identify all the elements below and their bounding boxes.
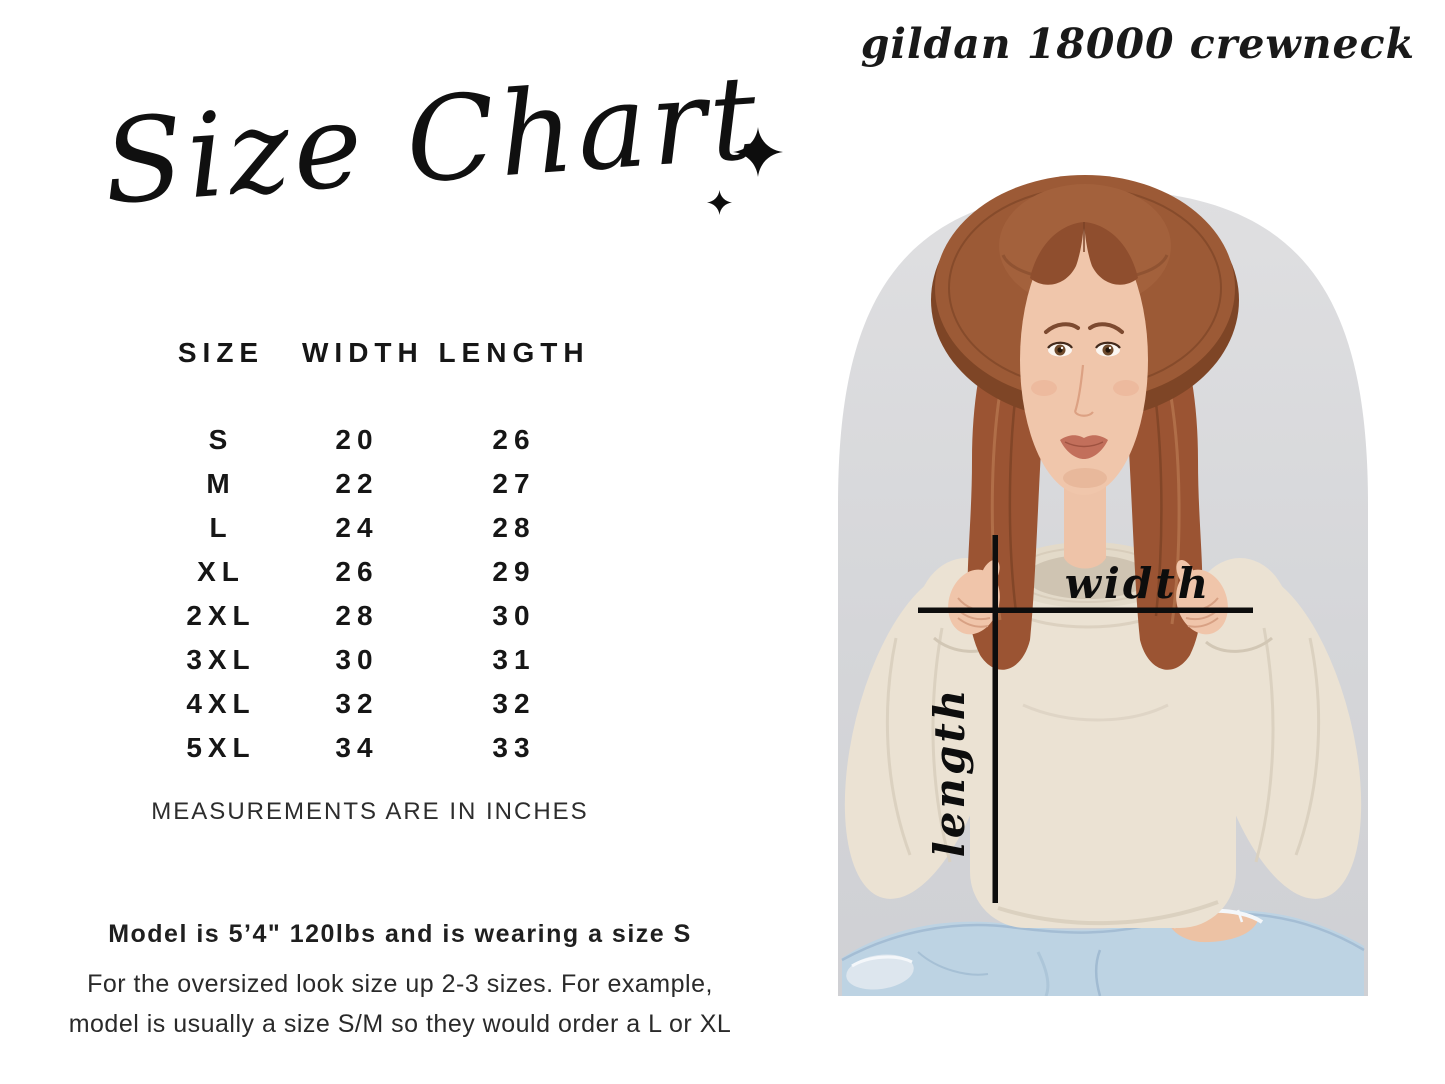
width-cell: 32 (335, 688, 379, 719)
width-label: width (1065, 559, 1211, 608)
model-info-line2: For the oversized look size up 2-3 sizes… (87, 970, 713, 998)
table-row: 5XL 34 33 (140, 726, 616, 770)
table-header-row: SIZE WIDTH LENGTH (140, 330, 616, 376)
size-cell: 4XL (186, 688, 256, 719)
measurement-annotations: width length (918, 535, 1253, 903)
brand-label: gildan 18000 crewneck (860, 20, 1415, 68)
sparkle-icon-small (707, 190, 732, 215)
table-header-length: LENGTH (438, 337, 590, 368)
table-header-size: SIZE (177, 337, 265, 368)
size-cell: 5XL (186, 732, 256, 763)
length-cell: 32 (492, 688, 536, 719)
width-line (918, 607, 1253, 613)
model-jeans (841, 908, 1365, 996)
width-cell: 28 (335, 600, 379, 631)
table-row: 4XL 32 32 (140, 682, 616, 726)
sparkle-icon (733, 127, 783, 177)
model-hands (948, 559, 1228, 635)
table-row: XL 26 29 (140, 550, 616, 594)
page-title: Size Chart (99, 50, 766, 231)
table-body: S 20 26 M 22 27 L 24 28 XL 26 29 2XL 28 (140, 418, 616, 770)
table-row: M 22 27 (140, 462, 616, 506)
width-cell: 22 (335, 468, 379, 499)
width-cell: 26 (335, 556, 379, 587)
length-cell: 29 (492, 556, 536, 587)
size-cell: 3XL (186, 644, 256, 675)
size-cell: 2XL (186, 600, 256, 631)
width-cell: 20 (335, 424, 379, 455)
table-row: 2XL 28 30 (140, 594, 616, 638)
size-cell: L (209, 512, 233, 543)
width-cell: 34 (335, 732, 379, 763)
table-header-width: WIDTH (302, 337, 424, 368)
model-eyes (1047, 341, 1121, 357)
length-cell: 26 (492, 424, 536, 455)
size-cell: S (208, 424, 234, 455)
length-cell: 31 (492, 644, 536, 675)
length-cell: 30 (492, 600, 536, 631)
model-photo: width length (838, 160, 1368, 996)
length-label: length (925, 687, 974, 858)
length-cell: 33 (492, 732, 536, 763)
table-row: 3XL 30 31 (140, 638, 616, 682)
size-cell: XL (197, 556, 245, 587)
length-cell: 27 (492, 468, 536, 499)
model-face (1020, 222, 1148, 495)
model-info: Model is 5’4" 120lbs and is wearing a si… (55, 920, 745, 1044)
table-row: L 24 28 (140, 506, 616, 550)
size-table: SIZE WIDTH LENGTH S 20 26 M 22 27 L 24 2… (140, 330, 616, 770)
model-info-line3: model is usually a size S/M so they woul… (68, 1010, 732, 1038)
table-row: S 20 26 (140, 418, 616, 462)
sweatshirt-collar (1002, 542, 1174, 629)
width-cell: 24 (335, 512, 379, 543)
length-cell: 28 (492, 512, 536, 543)
units-note: MEASUREMENTS ARE IN INCHES (151, 798, 589, 825)
width-cell: 30 (335, 644, 379, 675)
model-info-line1: Model is 5’4" 120lbs and is wearing a si… (108, 920, 692, 948)
length-line (992, 535, 998, 903)
size-cell: M (206, 468, 236, 499)
